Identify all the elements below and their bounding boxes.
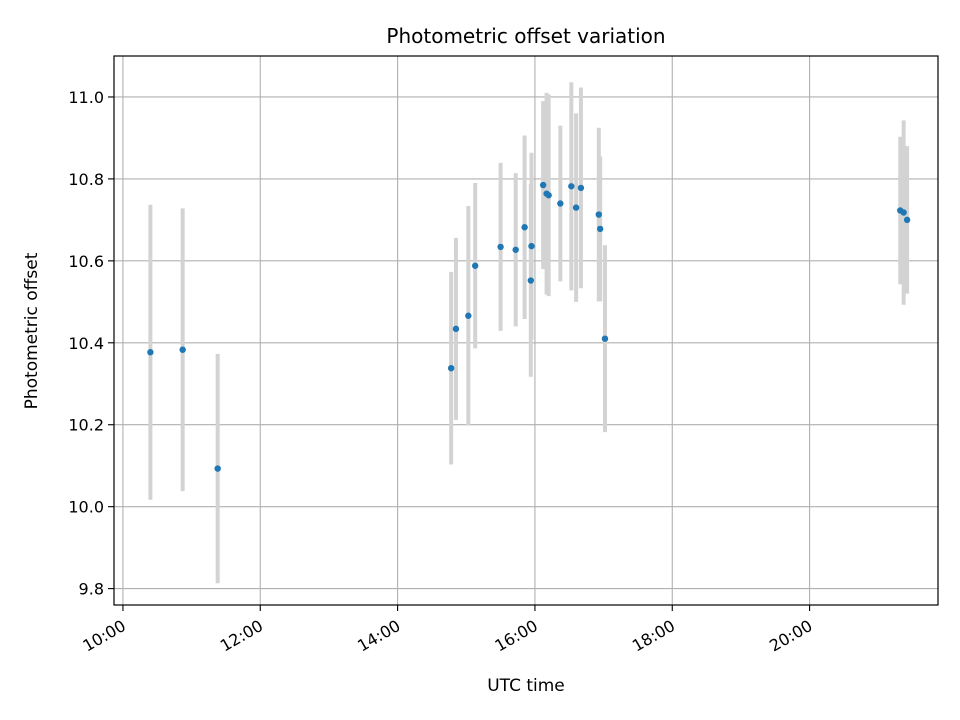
y-tick-label: 10.4	[68, 334, 104, 353]
y-axis-title: Photometric offset	[22, 252, 42, 409]
y-tick-label: 9.8	[79, 580, 104, 599]
data-point	[545, 192, 552, 199]
data-point	[179, 346, 186, 353]
grid	[114, 56, 938, 605]
data-point	[903, 216, 911, 224]
data-point	[900, 209, 907, 216]
x-axis-title: UTC time	[487, 676, 565, 696]
y-tick-label: 10.2	[68, 416, 104, 435]
data-point	[497, 243, 504, 251]
data-point	[214, 465, 221, 472]
data-point	[528, 242, 535, 250]
data-point	[147, 349, 154, 356]
data-point	[595, 211, 602, 218]
y-tick-label: 11.0	[68, 88, 104, 107]
data-points	[147, 181, 911, 472]
data-point	[452, 325, 460, 333]
y-tick-label: 10.0	[68, 498, 104, 517]
data-point	[471, 262, 479, 269]
data-point	[539, 181, 547, 189]
chart-title: Photometric offset variation	[386, 24, 665, 48]
y-axis-ticks: 9.8 10.0 10.2 10.4 10.6 10.8 11.0	[68, 88, 114, 599]
data-point	[512, 246, 519, 253]
y-tick-label: 10.6	[68, 252, 104, 271]
data-point	[557, 200, 564, 207]
data-point	[577, 184, 585, 192]
data-point	[596, 225, 604, 233]
data-point	[447, 364, 455, 372]
data-point	[527, 277, 535, 284]
data-point	[521, 224, 528, 231]
data-point	[465, 312, 472, 319]
y-tick-label: 10.8	[68, 170, 104, 189]
data-point	[601, 335, 609, 342]
plot-frame	[113, 55, 939, 606]
data-point	[568, 183, 575, 190]
data-point	[572, 204, 580, 211]
